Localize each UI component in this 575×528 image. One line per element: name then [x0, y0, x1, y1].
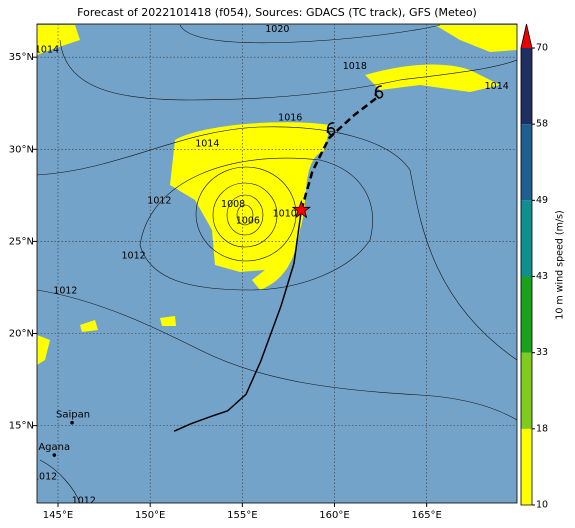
map-overlay: 1020 1018 1016 1014 1014 1014 1012 1012 1012 1012…	[33, 24, 517, 507]
current-position	[291, 199, 312, 219]
colorbar-segment	[521, 200, 532, 277]
isobar-label: 1020	[265, 24, 289, 35]
forecast-track	[300, 96, 378, 211]
isobar-label: 1014	[195, 138, 219, 149]
colorbar-segment	[521, 276, 532, 353]
colorbar-tick-label: 18	[536, 423, 548, 434]
x-tick-label: 150°E	[135, 510, 165, 521]
colorbar-extend	[521, 24, 532, 48]
colorbar-tick-label: 49	[536, 195, 548, 206]
isobar-label: 1012	[147, 195, 171, 206]
isobar-label: 1012	[33, 472, 57, 483]
colorbar-label: 10 m wind speed (m/s)	[555, 210, 566, 319]
isobars	[37, 24, 517, 503]
isobar-label: 1012	[53, 286, 77, 297]
isobar-label: 1014	[485, 81, 509, 92]
y-tick-label: 35°N	[9, 52, 34, 63]
y-tick-label: 30°N	[9, 144, 34, 155]
storm-symbol	[374, 85, 384, 99]
x-tick-label: 160°E	[319, 510, 349, 521]
isobar-label: 1010	[273, 208, 297, 219]
isobar-label: 1014	[35, 44, 59, 55]
y-tick-label: 20°N	[9, 329, 34, 340]
place-dot	[70, 420, 74, 425]
place-name: Agana	[38, 442, 70, 453]
colorbar-tick-label: 70	[536, 43, 548, 54]
colorbar-tick-label: 58	[536, 119, 548, 130]
map-area	[37, 24, 517, 503]
isobar-label: 1016	[278, 112, 302, 123]
map-frame	[36, 23, 518, 504]
x-tick-label: 145°E	[43, 510, 73, 521]
colorbar-frame	[520, 23, 533, 506]
isobar-label: 1006	[236, 216, 260, 227]
map-title: Forecast of 2022101418 (f054), Sources: …	[77, 6, 477, 19]
isobar-label: 1008	[221, 199, 245, 210]
y-tick-label: 25°N	[9, 236, 34, 247]
colorbar-segment	[521, 124, 532, 201]
place-name: Saipan	[56, 410, 90, 421]
colorbar-tick-label: 10	[536, 500, 548, 511]
isobar-label: 1012	[72, 496, 96, 507]
observed-track	[173, 209, 303, 432]
colorbar-segment	[521, 428, 532, 505]
colorbar-tick-label: 43	[536, 271, 548, 282]
colorbar-segment	[521, 48, 532, 125]
colorbar-tick-label: 33	[536, 347, 548, 358]
place-dot	[52, 453, 57, 457]
colorbar-segment	[521, 352, 532, 429]
isobar-label: 1012	[121, 251, 145, 262]
y-tick-label: 15°N	[9, 421, 34, 432]
x-tick-label: 155°E	[227, 510, 257, 521]
isobar-label: 1018	[343, 61, 367, 72]
storm-symbol	[326, 122, 336, 136]
x-tick-label: 165°E	[411, 510, 441, 521]
